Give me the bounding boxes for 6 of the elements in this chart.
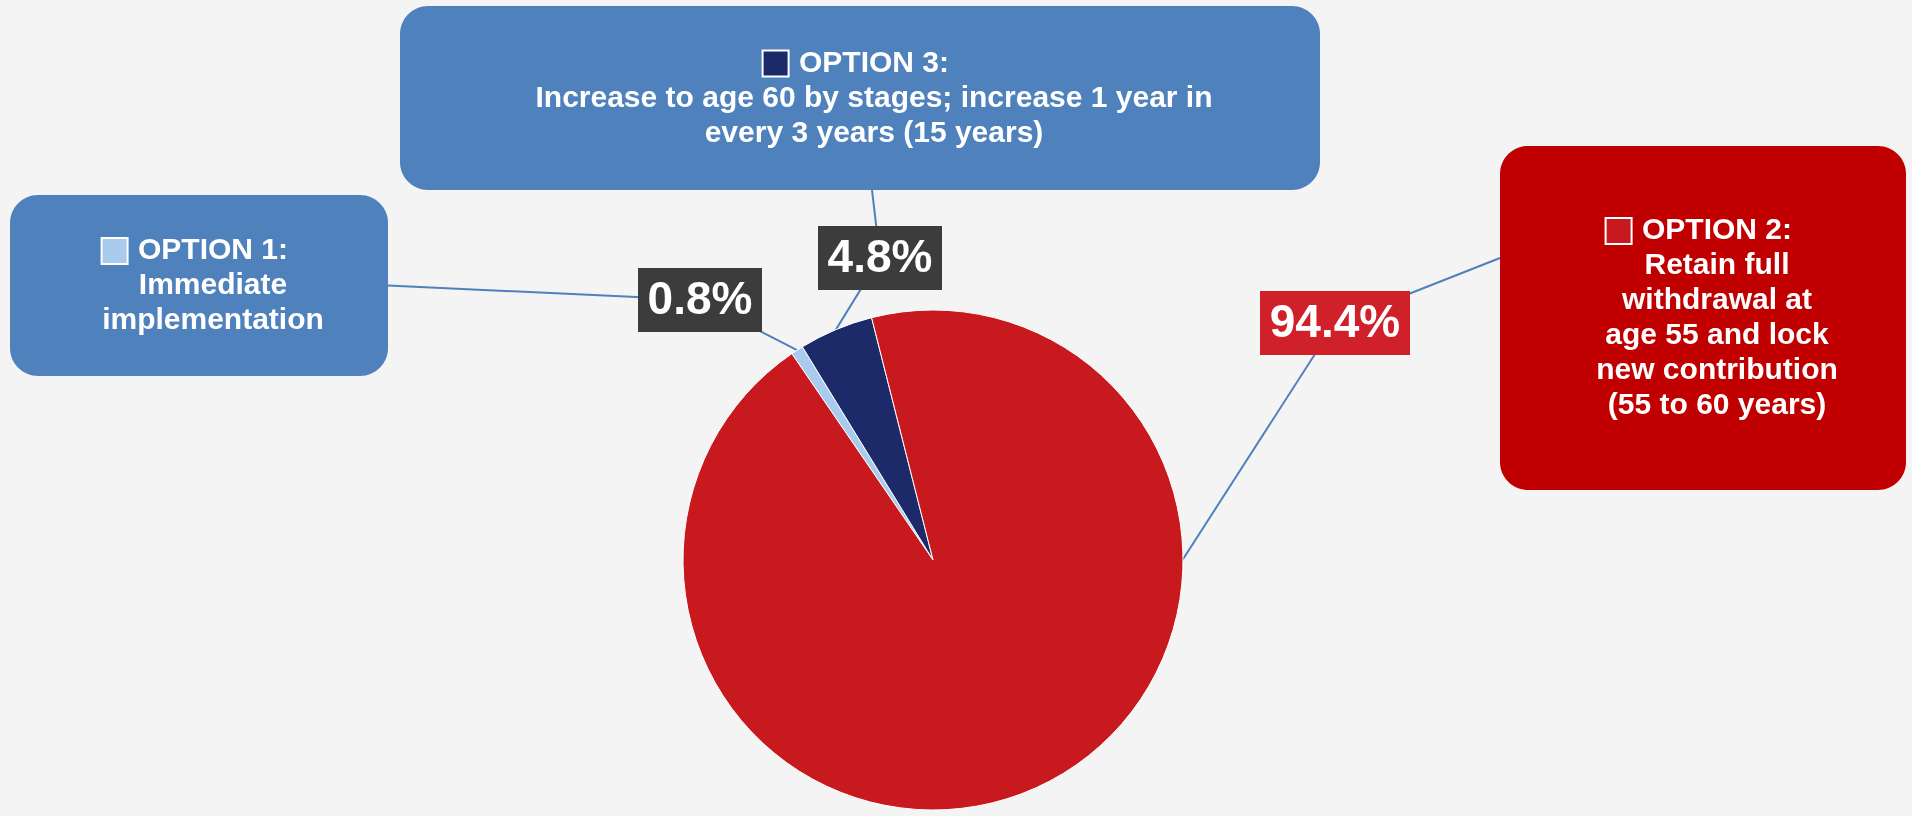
- data-label: 94.4%: [1269, 295, 1401, 347]
- legend-label: OPTION 3: Increase to age 60 by stages; increase 1 year in every 3 years (15 years): [535, 44, 1213, 148]
- legend-label: OPTION 2: Retain full withdrawal at age 55 and lock new contribution (55 to 60 years): [1596, 212, 1838, 420]
- legend-label: OPTION 1: Immediate implementation: [102, 232, 324, 335]
- data-label: 4.8%: [827, 230, 933, 282]
- data-label: 0.8%: [647, 272, 753, 324]
